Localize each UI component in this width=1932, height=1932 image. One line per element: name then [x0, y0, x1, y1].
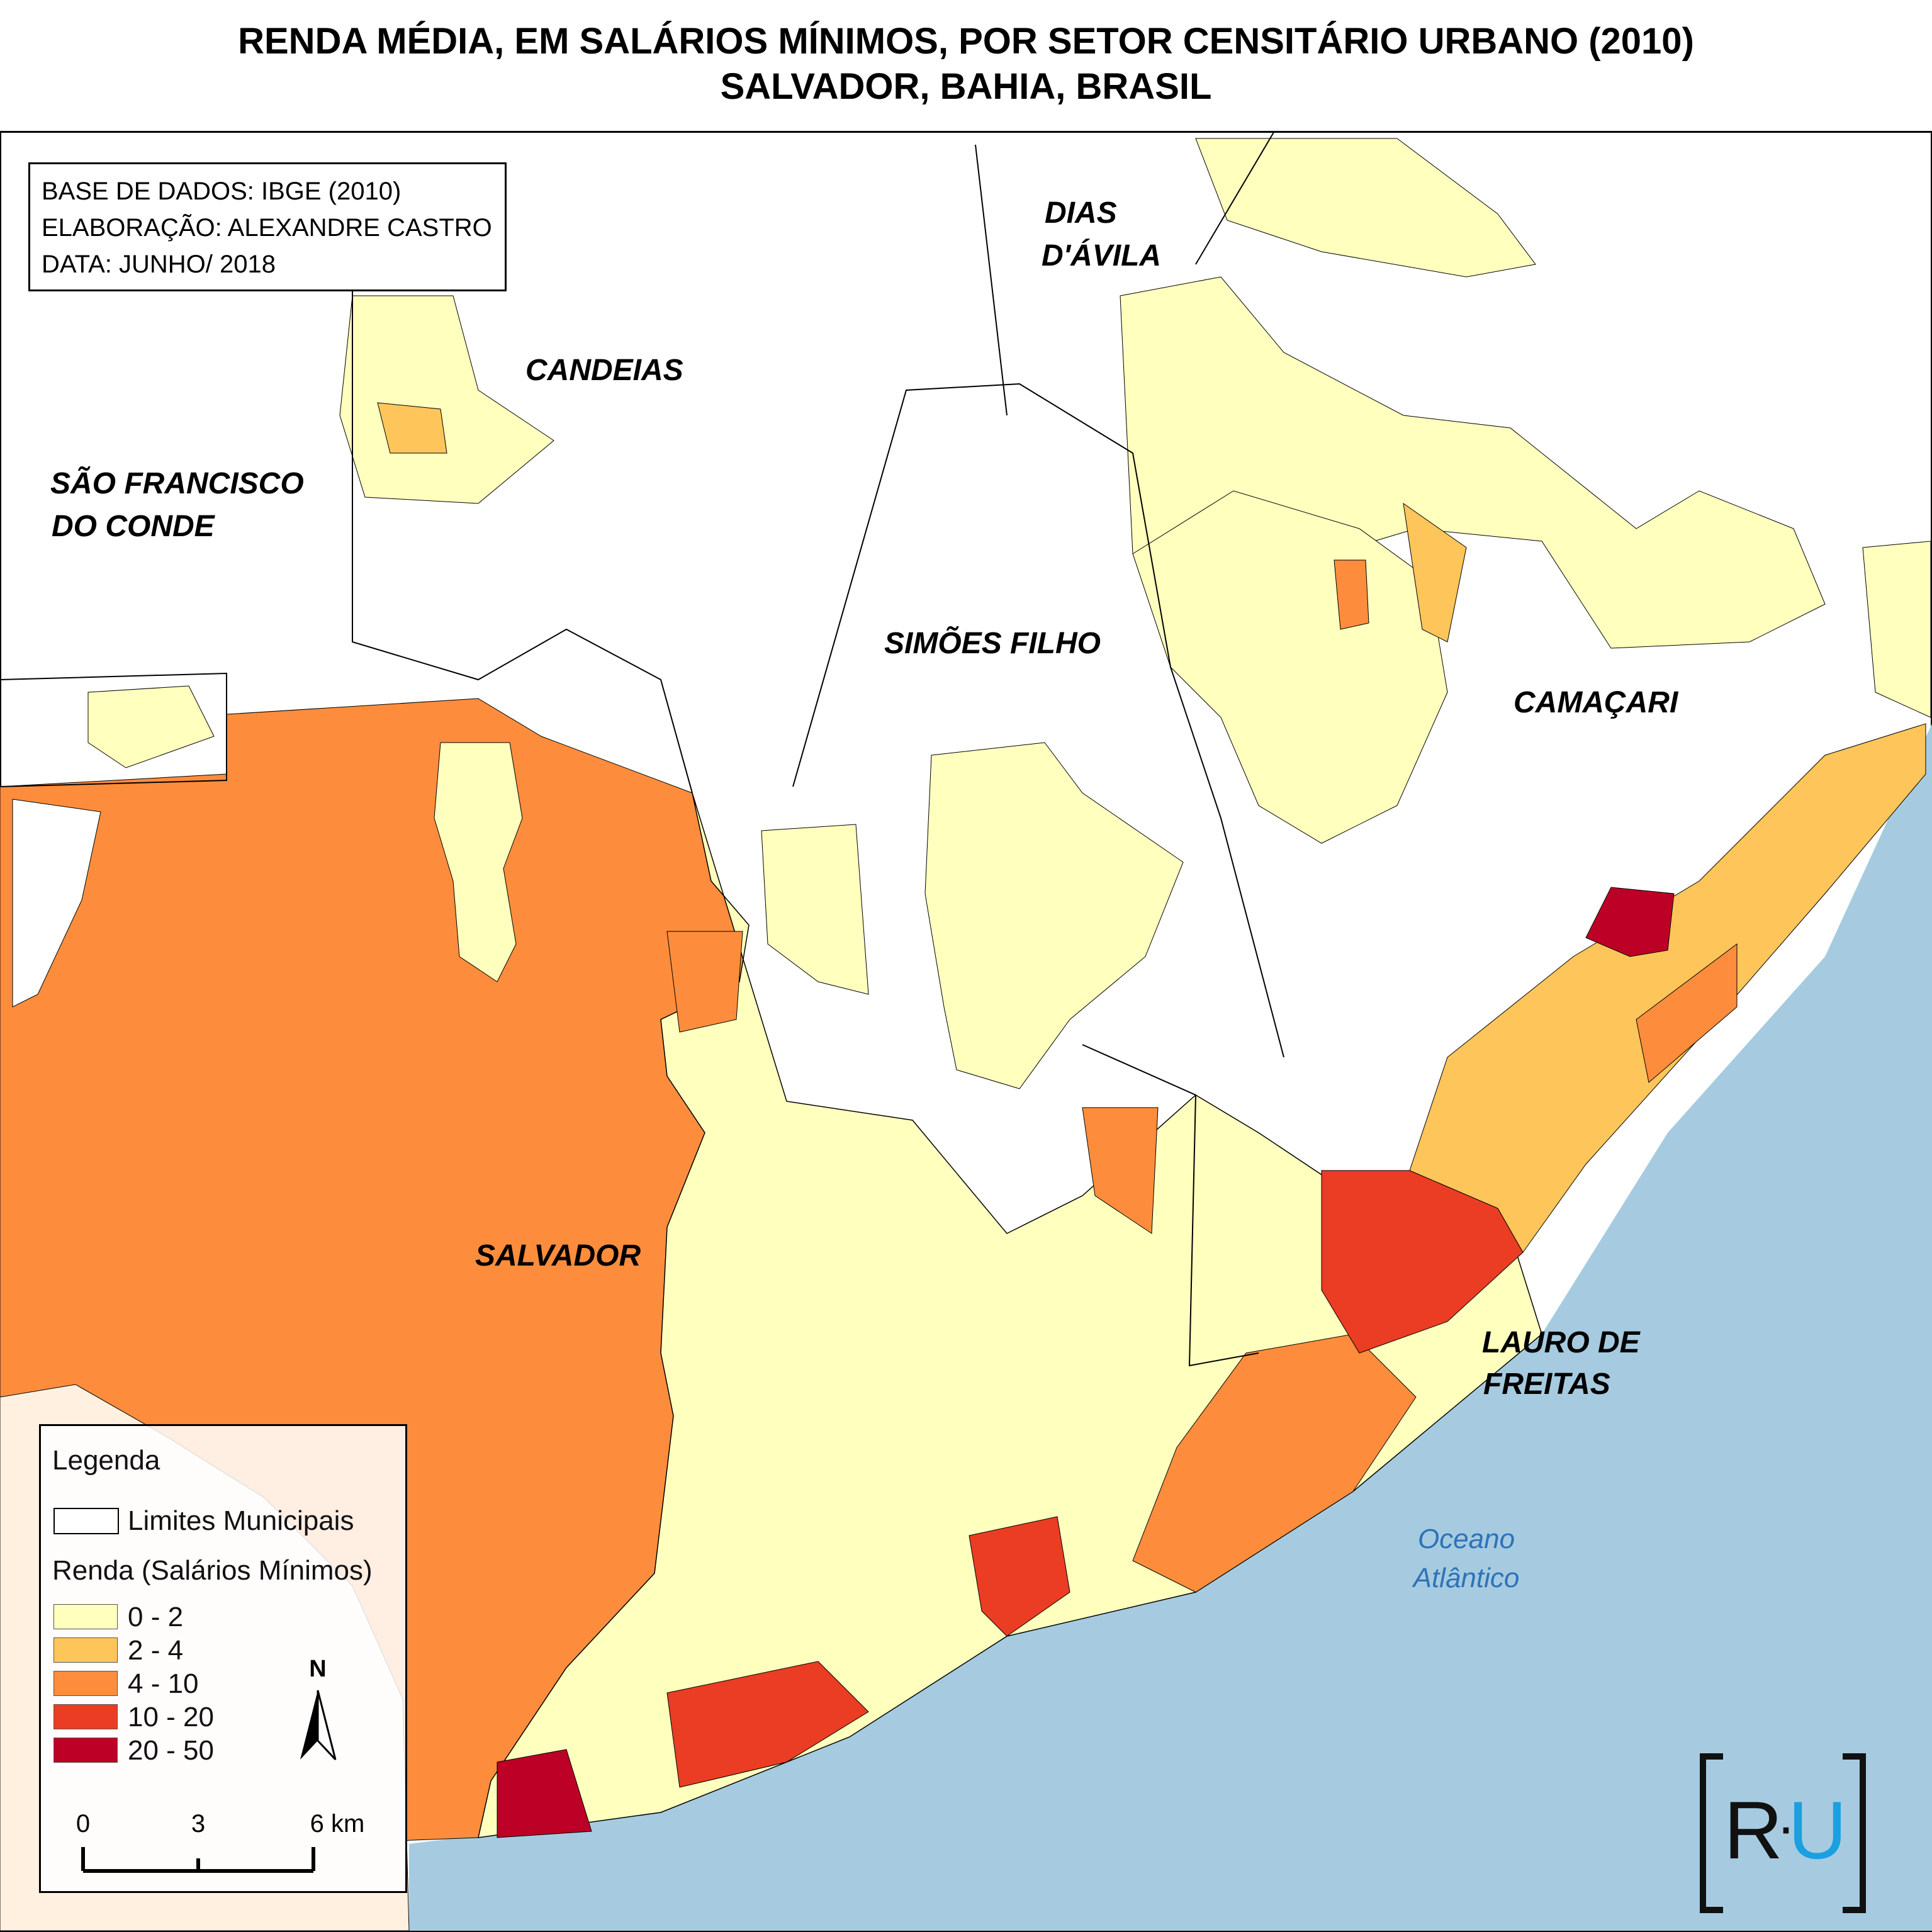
- candeias-sectors: [339, 295, 554, 504]
- logo-dot: ·: [1777, 1795, 1795, 1858]
- data-source: BASE DE DADOS: IBGE (2010): [42, 177, 402, 205]
- label-camacari: CAMAÇARI: [1514, 686, 1678, 719]
- legend: Legenda Limites Municipais Renda (Salári…: [39, 1424, 407, 1893]
- scale-tick-6: 6 km: [310, 1810, 365, 1838]
- class-label: 2 - 4: [128, 1635, 184, 1666]
- sao-francisco-sectors: [87, 685, 215, 768]
- candeias-center: [377, 402, 447, 454]
- swatch-4-10: [53, 1671, 118, 1696]
- coast-darkred: [1585, 887, 1675, 957]
- metadata-box: BASE DE DADOS: IBGE (2010) ELABORAÇÃO: A…: [28, 162, 507, 291]
- class-label: 4 - 10: [128, 1668, 199, 1699]
- coast-sectors: [1409, 723, 1926, 1253]
- boundary-lauro: [1082, 1044, 1259, 1367]
- salvador-red-patch: [969, 1516, 1070, 1637]
- north-label: N: [309, 1656, 326, 1682]
- boundary-west: [0, 672, 227, 787]
- boundary-label: Limites Municipais: [128, 1505, 354, 1536]
- bay-island-west: [12, 799, 101, 1008]
- ocean-label: Oceano Atlântico: [1397, 1520, 1536, 1598]
- camacari-urban-lightorange: [1403, 502, 1467, 643]
- salvador-orange-mid: [1082, 1107, 1159, 1234]
- label-candeias: CANDEIAS: [525, 354, 683, 387]
- swatch-0-2: [53, 1604, 118, 1629]
- camacari-east-sectors: [1862, 541, 1931, 718]
- swatch-10-20: [53, 1704, 118, 1729]
- label-lauro-2: FREITAS: [1483, 1368, 1610, 1401]
- salvador-mainland: [478, 792, 1542, 1838]
- title-line-2: SALVADOR, BAHIA, BRASIL: [720, 66, 1212, 107]
- label-salvador: SALVADOR: [475, 1239, 641, 1272]
- label-sao-francisco-1: SÃO FRANCISCO: [50, 467, 304, 500]
- class-label: 10 - 20: [128, 1702, 214, 1733]
- label-simoes-filho: SIMÕES FILHO: [884, 627, 1101, 660]
- boundary-candeias: [352, 227, 693, 794]
- camacari-north-top: [1195, 138, 1536, 278]
- swatch-20-50: [53, 1738, 118, 1763]
- bay-island: [434, 742, 523, 982]
- boundary-dias-davila: [975, 132, 1275, 416]
- legend-title: Legenda: [52, 1445, 160, 1476]
- ocean-label-2: Atlântico: [1413, 1563, 1520, 1593]
- class-label: 20 - 50: [128, 1735, 214, 1766]
- logo-u: U: [1788, 1784, 1847, 1876]
- salvador-orange-coast: [1132, 1334, 1417, 1593]
- ocean-area: [409, 724, 1932, 1931]
- ocean-label-1: Oceano: [1417, 1524, 1515, 1554]
- camacari-urban: [1132, 490, 1448, 844]
- simoes-filho-west: [761, 824, 869, 995]
- simoes-filho-sectors: [924, 742, 1184, 1089]
- map-title: RENDA MÉDIA, EM SALÁRIOS MÍNIMOS, POR SE…: [0, 0, 1932, 133]
- author: ELABORAÇÃO: ALEXANDRE CASTRO: [42, 214, 492, 242]
- salvador-southwest-red: [497, 1749, 592, 1838]
- class-label: 0 - 2: [128, 1602, 184, 1632]
- scale-tick-0: 0: [76, 1810, 90, 1838]
- scale-bar: 0 3 6 km: [76, 1810, 365, 1873]
- coast-orange-band: [1636, 943, 1738, 1083]
- camacari-urban-orange: [1334, 559, 1369, 630]
- salvador-orange-west: [666, 931, 743, 1033]
- salvador-south-red: [666, 1661, 869, 1788]
- boundary-simoes-filho: [792, 383, 1284, 1058]
- label-sao-francisco-2: DO CONDE: [52, 510, 215, 543]
- label-dias-davila-2: D'ÁVILA: [1042, 239, 1162, 272]
- title-line-1: RENDA MÉDIA, EM SALÁRIOS MÍNIMOS, POR SE…: [238, 21, 1694, 62]
- boundary-swatch: [53, 1508, 119, 1534]
- date: DATA: JUNHO/ 2018: [42, 250, 276, 278]
- swatch-2-4: [53, 1637, 118, 1663]
- label-lauro-1: LAURO DE: [1482, 1326, 1640, 1359]
- label-dias-davila-1: DIAS: [1045, 196, 1117, 230]
- north-arrow-icon: N: [300, 1656, 337, 1761]
- renda-title: Renda (Salários Mínimos): [52, 1555, 373, 1586]
- ru-logo: R · U: [1698, 1751, 1868, 1915]
- logo-r: R: [1724, 1784, 1783, 1876]
- scale-tick-3: 3: [191, 1810, 205, 1838]
